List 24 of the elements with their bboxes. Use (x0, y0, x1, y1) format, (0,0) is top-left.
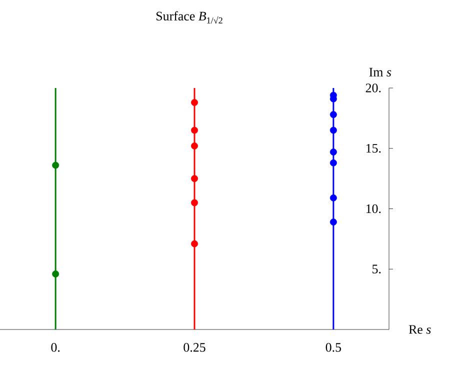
point (330, 148, 337, 156)
point (191, 142, 198, 150)
x-tick-label: 0.25 (184, 343, 206, 352)
x-tick-label: 0.5 (326, 343, 342, 352)
point (330, 194, 337, 202)
point (191, 126, 198, 134)
point (330, 159, 337, 166)
point (191, 199, 198, 206)
point (191, 99, 198, 106)
point (52, 162, 60, 169)
point (52, 270, 60, 278)
point (191, 240, 198, 248)
y-tick-label: 15. (366, 144, 381, 153)
x-tick-label: 0. (51, 343, 60, 352)
y-tick-label: 5. (372, 264, 381, 274)
point (330, 218, 337, 226)
point (191, 175, 198, 182)
point (330, 111, 337, 118)
y-tick-label: 20. (366, 84, 381, 92)
x-axis-title: Re s (408, 325, 431, 334)
point (330, 126, 337, 134)
chart-title: Surface B$_{1/√2}$ (156, 11, 222, 24)
y-tick-label: 10. (366, 204, 381, 214)
y-axis-title: Im s (369, 68, 392, 76)
